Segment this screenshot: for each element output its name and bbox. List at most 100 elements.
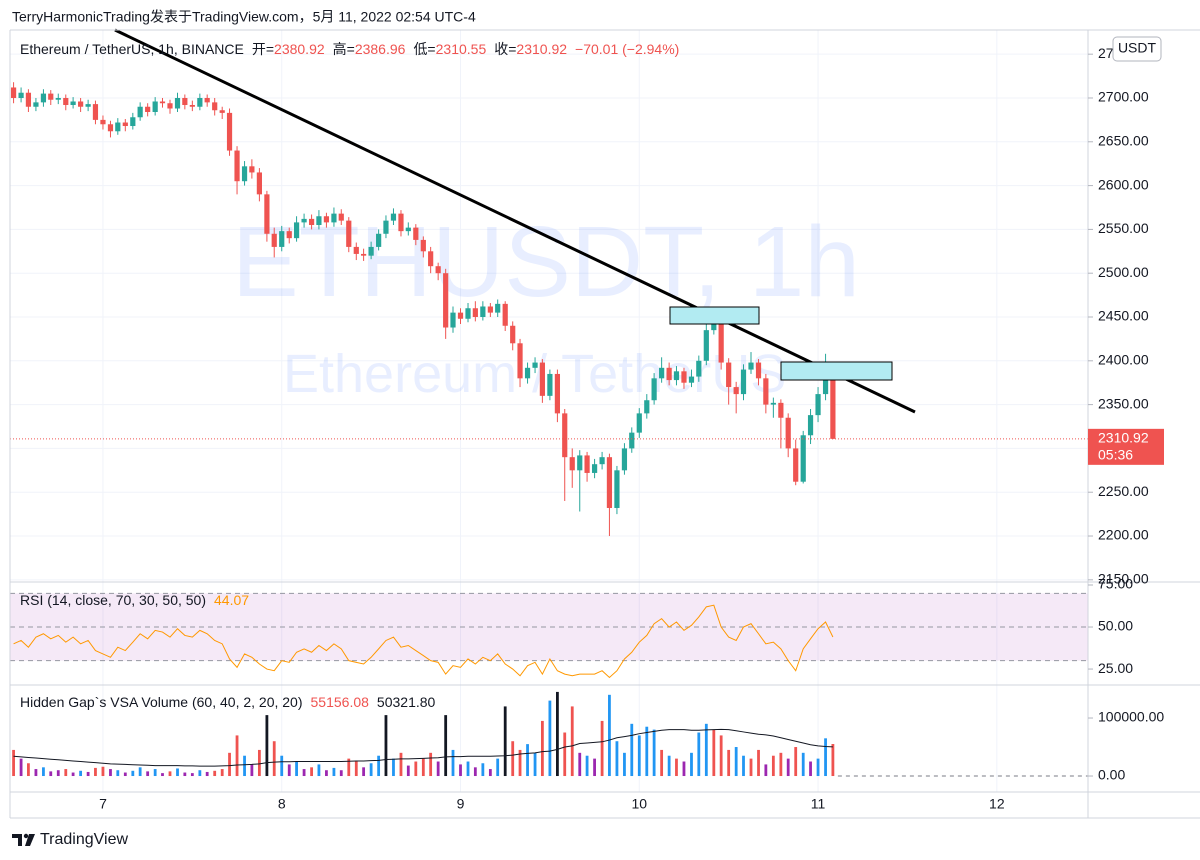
volume-bar	[354, 761, 358, 777]
candle-body	[793, 448, 799, 482]
y-tick-label: 2350.00	[1098, 395, 1149, 411]
candle-body	[591, 464, 598, 473]
candle-body	[480, 306, 486, 318]
candle-body	[323, 216, 330, 223]
candle-body	[726, 362, 732, 388]
y-tick-label: 2700.00	[1098, 89, 1149, 105]
candle-body	[733, 387, 739, 395]
candle-body	[107, 124, 114, 132]
candle-body	[443, 273, 449, 328]
candle-body	[368, 246, 374, 256]
volume-bar	[533, 752, 537, 777]
candle-body	[472, 308, 478, 318]
volume-bar	[94, 767, 97, 777]
candle-body	[614, 470, 620, 508]
volume-bar	[280, 755, 284, 777]
candle-body	[204, 97, 210, 103]
candle-body	[212, 102, 218, 111]
volume-bar	[42, 767, 45, 777]
candle-body	[666, 367, 672, 381]
volume-bar	[794, 747, 798, 777]
candle-body	[807, 415, 814, 436]
candle-body	[636, 413, 642, 433]
candle-body	[115, 122, 121, 132]
currency-badge[interactable]	[1112, 36, 1162, 62]
candle-body	[569, 457, 575, 471]
volume-bar	[749, 758, 753, 777]
logo-part	[25, 834, 35, 846]
volume-bar	[615, 741, 619, 777]
volume-bar	[764, 764, 768, 777]
volume-bar	[123, 772, 127, 777]
candle-body	[651, 378, 657, 401]
volume-bar	[101, 766, 105, 777]
volume-bar	[161, 773, 164, 777]
volume-bar	[12, 749, 15, 777]
candle-body	[755, 362, 762, 379]
y-tick-label: 75.00	[1098, 576, 1133, 592]
volume-bar	[153, 769, 157, 777]
volume-bar	[146, 771, 150, 777]
candle-body	[226, 112, 233, 151]
candle-body	[659, 367, 665, 379]
volume-bar	[190, 773, 194, 777]
volume-bar	[302, 769, 306, 777]
volume-bar	[585, 755, 589, 777]
grid-layer	[10, 30, 1088, 792]
candle-body	[293, 222, 300, 239]
volume-bar	[690, 752, 693, 777]
candle-body	[435, 266, 441, 274]
volume-bar	[295, 761, 298, 777]
volume-bar	[392, 758, 395, 777]
candle-body	[331, 213, 337, 223]
currency[interactable]: USDT	[1118, 40, 1157, 56]
candle-body	[510, 325, 516, 344]
volume-bar	[563, 732, 567, 777]
candle-body	[539, 362, 545, 396]
candle-body	[718, 324, 724, 363]
y-tick-label: 2400.00	[1098, 352, 1149, 368]
candle-body	[495, 303, 501, 313]
volume-bar	[56, 770, 60, 777]
candle-body	[256, 172, 262, 195]
volume-legend: Hidden Gap`s VSA Volume (60, 40, 2, 20, …	[20, 694, 436, 710]
volume-bar	[831, 744, 835, 777]
resistance-zone	[669, 306, 760, 325]
volume-bar	[168, 771, 172, 777]
candle-body	[40, 93, 47, 103]
y-tick-label: 2150.00	[1098, 571, 1149, 587]
ohlc-value: 2386.96	[355, 41, 406, 57]
y-tick-label: 2550.00	[1098, 220, 1149, 236]
volume-bar	[771, 755, 775, 777]
volume-bar	[265, 715, 269, 777]
volume-bar	[384, 715, 388, 777]
volume-bar	[235, 735, 239, 777]
volume-value: 55156.08	[311, 694, 370, 710]
candle-body	[338, 213, 344, 221]
volume-bar	[377, 755, 381, 777]
watermark-sub: Ethereum / TetherUS	[283, 344, 786, 404]
volume-bar	[436, 761, 440, 777]
footer-brand: TradingView	[40, 831, 128, 848]
candle-body	[48, 93, 54, 100]
y-tick-label: 2500.00	[1098, 264, 1149, 280]
candle-body	[830, 377, 836, 439]
candle-body	[711, 324, 717, 331]
candle-body	[778, 402, 784, 418]
volume-bar	[138, 767, 142, 777]
volume-bar	[220, 769, 224, 777]
bar-countdown: 05:36	[1098, 447, 1133, 463]
candle-body	[100, 119, 106, 125]
volume-bar	[27, 763, 30, 777]
volume-bar	[310, 767, 313, 777]
ohlc-value: 2310.92	[516, 41, 567, 57]
candle-body	[644, 400, 650, 414]
y-tick-label: 50.00	[1098, 618, 1133, 634]
candle-body	[785, 417, 791, 449]
volume-bar	[518, 749, 522, 777]
y-tick-label: 100000.00	[1098, 709, 1164, 725]
candle-body	[18, 92, 24, 98]
volume-bar	[704, 723, 708, 777]
volume-bar	[667, 755, 671, 777]
x-tick-label: 9	[457, 796, 465, 812]
